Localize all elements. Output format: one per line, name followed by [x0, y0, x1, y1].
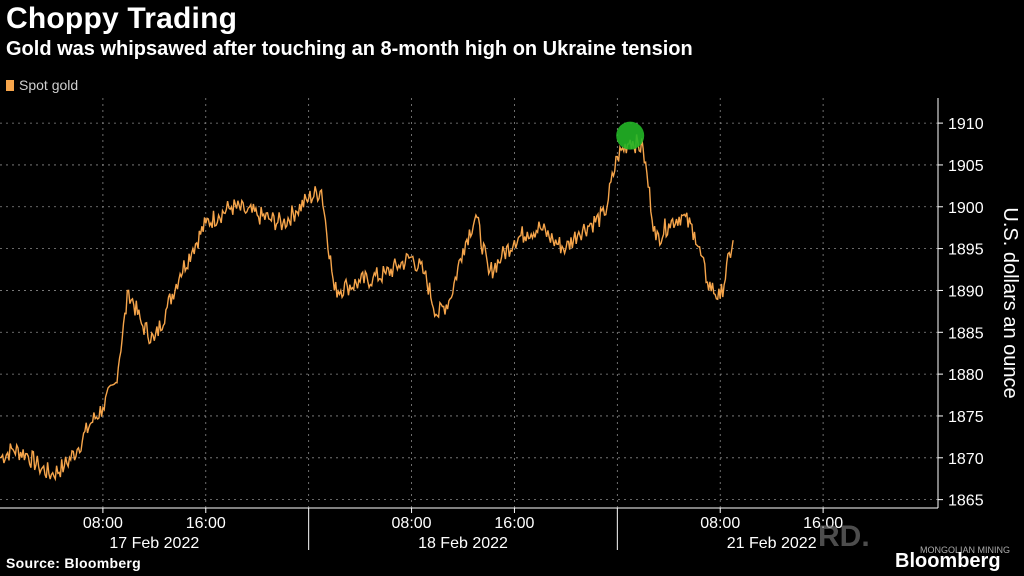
x-tick-label: 08:00: [392, 515, 432, 532]
chart-subtitle: Gold was whipsawed after touching an 8-m…: [6, 38, 693, 60]
series-line-spot-gold: [0, 134, 734, 482]
y-tick-label: 1905: [948, 158, 984, 175]
watermark-logo: RD.: [818, 520, 870, 553]
y-axis-ticks: 1865 1870 1875 1880 1885 1890 1895 1900 1905 1910: [938, 116, 984, 510]
y-tick-label: 1875: [948, 409, 984, 426]
y-axis-label: U.S. dollars an ounce: [999, 207, 1021, 398]
grid-lines: [0, 98, 938, 508]
x-date-label: 21 Feb 2022: [727, 535, 817, 552]
y-tick-label: 1880: [948, 367, 984, 384]
x-tick-label: 16:00: [186, 515, 226, 532]
x-date-label: 17 Feb 2022: [109, 535, 199, 552]
watermark-text: MONGOLIAN MINING: [920, 545, 1011, 555]
x-date-label: 18 Feb 2022: [418, 535, 508, 552]
high-marker: [616, 121, 645, 150]
chart-title: Choppy Trading: [6, 2, 238, 35]
y-tick-label: 1865: [948, 493, 984, 510]
y-tick-label: 1885: [948, 325, 984, 342]
y-tick-label: 1870: [948, 451, 984, 468]
x-tick-label: 08:00: [83, 515, 123, 532]
y-tick-label: 1895: [948, 242, 984, 259]
y-tick-label: 1890: [948, 283, 984, 300]
y-tick-label: 1910: [948, 116, 984, 133]
legend-swatch-spot-gold: [6, 79, 14, 91]
y-tick-label: 1900: [948, 200, 984, 217]
x-tick-label: 16:00: [494, 515, 534, 532]
bloomberg-logo: Bloomberg: [895, 550, 1001, 572]
source-note: Source: Bloomberg: [6, 555, 142, 571]
legend: Spot gold: [6, 77, 78, 93]
axes: [0, 98, 939, 550]
x-axis-ticks: 08:00 16:00 08:00 16:00 08:00 16:00 17 Feb 202…: [83, 508, 843, 552]
x-tick-label: 16:00: [803, 515, 843, 532]
x-tick-label: 08:00: [700, 515, 740, 532]
legend-label-spot-gold: Spot gold: [19, 77, 79, 93]
